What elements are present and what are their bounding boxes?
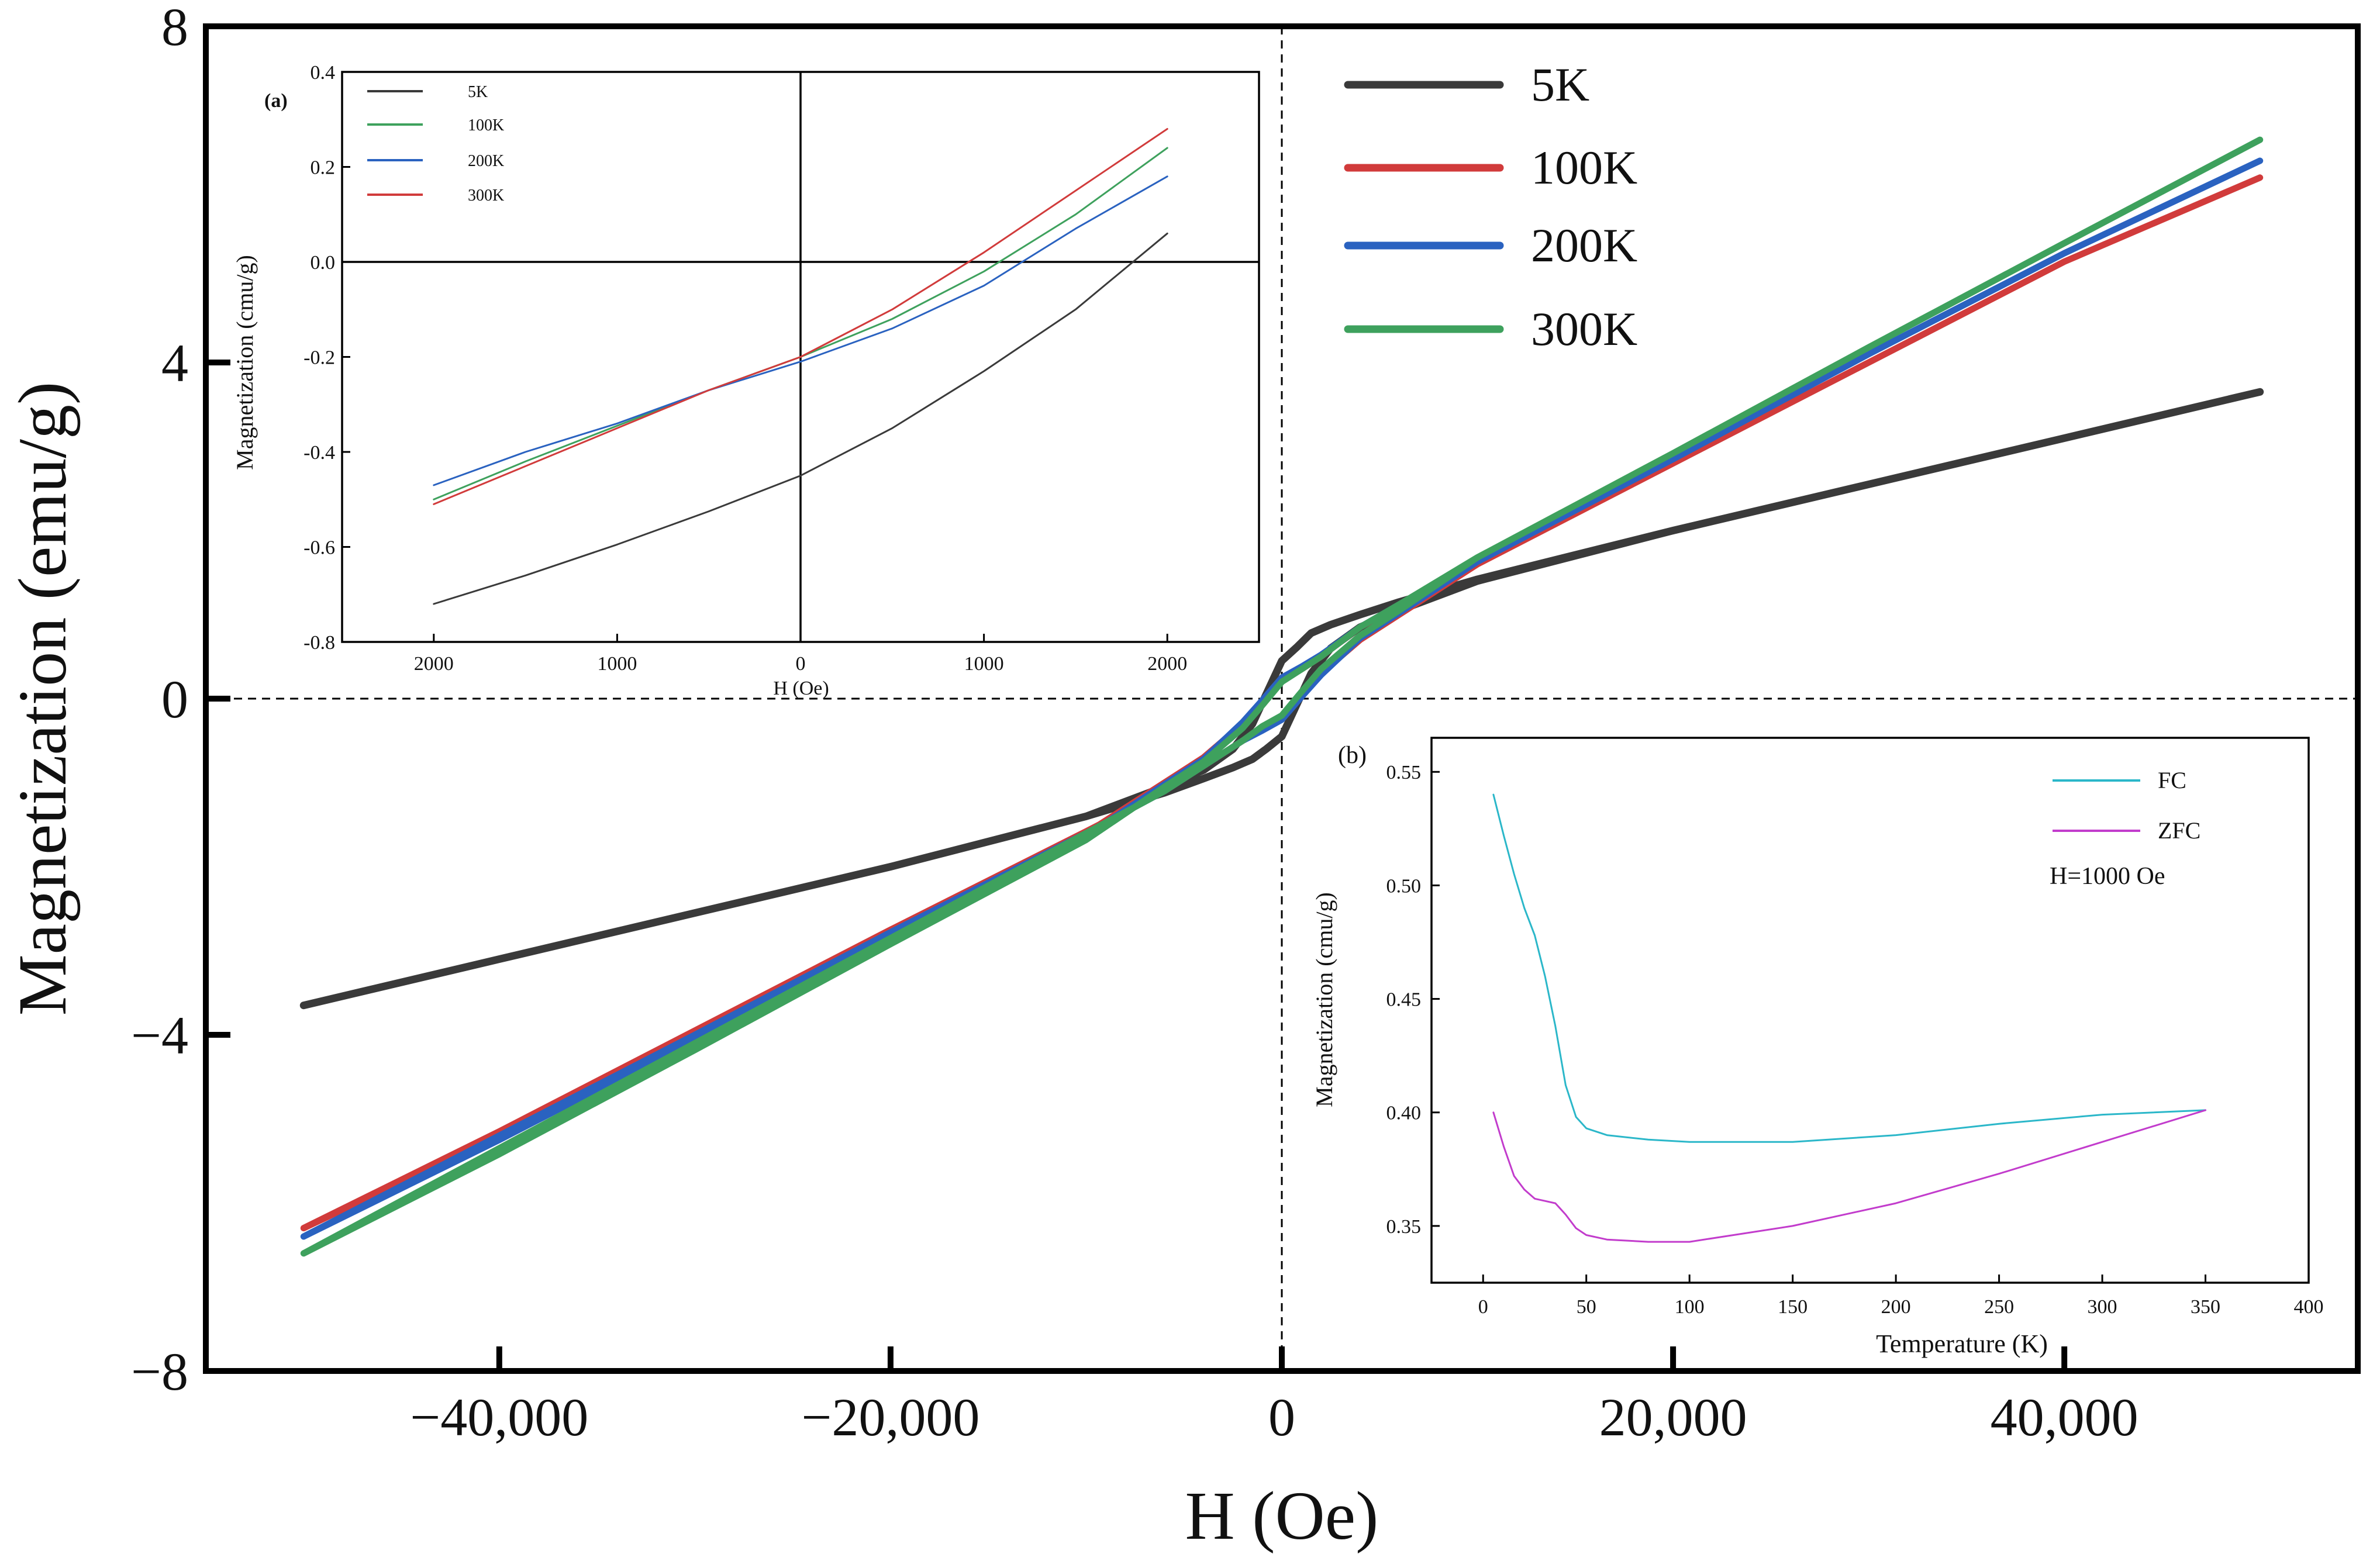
inset-a-legend: 5K 100K 200K 300K bbox=[367, 83, 504, 205]
inset-b-legend: FC ZFC H=1000 Oe bbox=[2050, 767, 2200, 890]
main-y-tick-label: 0 bbox=[161, 669, 188, 729]
inset_a-series-line-300k bbox=[433, 128, 1168, 505]
inset-b-x-ticks: 0 50 100 150 200 250 300 350 400 bbox=[1478, 1275, 2324, 1318]
inset-a-y-ticks: 0.4 0.2 0.0 -0.2 -0.4 -0.6 -0.8 bbox=[303, 62, 350, 654]
inset_b-series-line-zfc bbox=[1492, 1109, 2206, 1243]
main-x-tick-label: −20,000 bbox=[801, 1387, 979, 1447]
inset_b-x-tick-label: 100 bbox=[1675, 1296, 1705, 1318]
main-y-ticks: −8 −4 0 4 8 bbox=[131, 0, 230, 1401]
inset_a-y-tick-label: -0.6 bbox=[303, 537, 335, 558]
inset-a-series-group bbox=[433, 128, 1168, 605]
inset_b-x-tick-label: 300 bbox=[2088, 1296, 2117, 1318]
inset_a-x-tick-label: 1000 bbox=[597, 653, 637, 675]
legend-label-100k: 100K bbox=[1531, 141, 1637, 194]
inset_a-y-tick-label: -0.2 bbox=[303, 347, 335, 368]
inset_b-x-tick-label: 350 bbox=[2191, 1296, 2220, 1318]
inset-b-x-axis-label: Temperature (K) bbox=[1876, 1329, 2048, 1358]
inset_b-y-tick-label: 0.35 bbox=[1386, 1216, 1422, 1238]
legend-label-300k: 300K bbox=[1531, 302, 1637, 355]
inset-a-legend-label-100k: 100K bbox=[468, 116, 504, 134]
legend-label-200k: 200K bbox=[1531, 219, 1637, 272]
inset_b-y-tick-label: 0.50 bbox=[1386, 875, 1422, 897]
inset-a-legend-label-300k: 300K bbox=[468, 186, 504, 205]
inset_b-y-tick-label: 0.55 bbox=[1386, 762, 1422, 783]
main-series-group bbox=[299, 136, 2264, 1257]
inset-a-legend-label-5k: 5K bbox=[468, 83, 488, 101]
inset_a-x-tick-label: 1000 bbox=[964, 653, 1004, 675]
main-x-axis-label: H (Oe) bbox=[1185, 1477, 1379, 1554]
inset_b-y-tick-label: 0.40 bbox=[1386, 1103, 1422, 1124]
inset-b-panel-label: (b) bbox=[1338, 742, 1367, 769]
inset_a-x-tick-label: 0 bbox=[796, 653, 806, 675]
main-y-axis-label: Magnetization (emu/g) bbox=[4, 382, 81, 1016]
main-x-tick-label: 0 bbox=[1268, 1387, 1295, 1447]
inset_b-y-tick-label: 0.45 bbox=[1386, 989, 1422, 1010]
inset_a-x-tick-label: 2000 bbox=[414, 653, 454, 675]
inset_b-x-tick-label: 200 bbox=[1881, 1296, 1911, 1318]
inset_a-y-tick-label: 0.0 bbox=[311, 252, 336, 274]
inset-a-x-axis-label: H (Oe) bbox=[773, 678, 829, 699]
main-series-line-300k bbox=[300, 136, 2264, 1257]
main-y-tick-label: −4 bbox=[131, 1006, 188, 1065]
inset-b-background bbox=[1432, 738, 2309, 1283]
inset-a-x-ticks: 2000 1000 0 1000 2000 bbox=[414, 634, 1187, 675]
main-x-tick-label: 40,000 bbox=[1991, 1387, 2138, 1447]
inset-b-y-axis-label: Magnetization (cmu/g) bbox=[1311, 892, 1337, 1107]
inset_a-y-tick-label: -0.8 bbox=[303, 632, 335, 654]
inset_b-x-tick-label: 50 bbox=[1577, 1296, 1596, 1318]
inset_b-x-tick-label: 150 bbox=[1778, 1296, 1808, 1318]
main-x-tick-label: 20,000 bbox=[1599, 1387, 1747, 1447]
main-y-tick-label: −8 bbox=[131, 1342, 188, 1401]
main-legend: 5K 100K 200K 300K bbox=[1344, 58, 1637, 355]
inset-a-legend-label-200k: 200K bbox=[468, 152, 504, 170]
main-x-tick-label: −40,000 bbox=[410, 1387, 588, 1447]
main-y-tick-label: 8 bbox=[161, 0, 188, 57]
inset_a-y-tick-label: 0.2 bbox=[311, 157, 336, 178]
inset_b-x-tick-label: 0 bbox=[1478, 1296, 1488, 1318]
inset-b-legend-label-fc: FC bbox=[2158, 767, 2186, 793]
inset_b-x-tick-label: 250 bbox=[1984, 1296, 2014, 1318]
legend-label-5k: 5K bbox=[1531, 58, 1589, 111]
inset-b-legend-label-zfc: ZFC bbox=[2158, 817, 2200, 844]
inset_a-series-line-5k bbox=[433, 232, 1168, 605]
main-y-tick-label: 4 bbox=[161, 333, 188, 393]
inset_b-series-line-fc bbox=[1492, 793, 2206, 1143]
inset-b-annotation: H=1000 Oe bbox=[2050, 863, 2165, 890]
inset-a-y-axis-label: Magnetization (cmu/g) bbox=[232, 255, 258, 470]
inset-b-y-ticks: 0.35 0.40 0.45 0.50 0.55 bbox=[1386, 762, 1440, 1238]
inset-a-panel-label: (a) bbox=[264, 90, 288, 112]
main-x-ticks: −40,000 −20,000 0 20,000 40,000 bbox=[410, 1346, 2138, 1447]
inset-b-series-group bbox=[1492, 793, 2206, 1243]
inset-b-frame bbox=[1430, 737, 2310, 1284]
inset_a-series-line-200k bbox=[433, 175, 1168, 486]
inset_a-y-tick-label: -0.4 bbox=[303, 442, 335, 464]
inset_a-x-tick-label: 2000 bbox=[1147, 653, 1187, 675]
inset_a-y-tick-label: 0.4 bbox=[311, 62, 336, 84]
inset_b-x-tick-label: 400 bbox=[2294, 1296, 2324, 1318]
main-zero-lines bbox=[206, 26, 2358, 1371]
